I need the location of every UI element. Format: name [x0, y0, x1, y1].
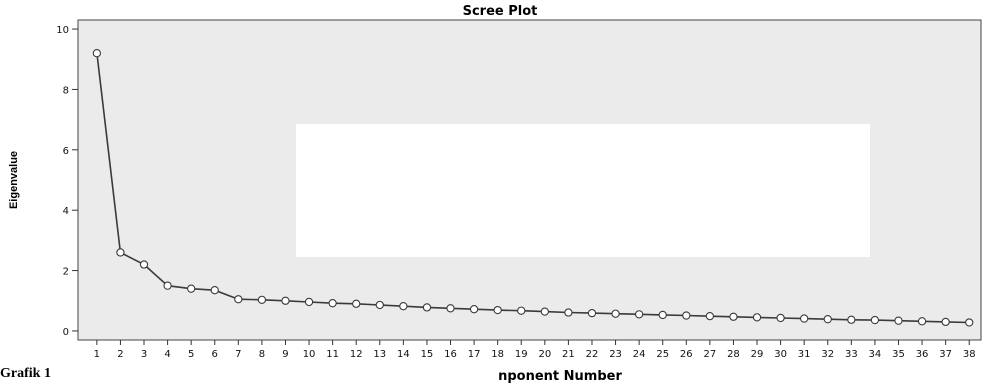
data-point	[705, 312, 715, 321]
x-tick-label: 32	[821, 349, 834, 360]
data-point	[304, 297, 314, 307]
data-point	[752, 313, 762, 322]
x-tick-label: 21	[562, 349, 575, 360]
x-tick-label: 33	[845, 349, 858, 360]
x-tick-label: 9	[282, 349, 288, 360]
x-tick-label: 16	[444, 349, 457, 360]
x-tick-label: 7	[235, 349, 241, 360]
x-tick-label: 23	[609, 349, 622, 360]
data-point	[587, 308, 597, 318]
data-point	[941, 317, 950, 327]
data-point	[163, 281, 172, 290]
x-tick-label: 37	[939, 349, 952, 360]
data-point	[210, 286, 219, 295]
x-tick-label: 13	[373, 349, 386, 360]
x-tick-label: 20	[538, 349, 551, 360]
data-point	[776, 313, 785, 323]
data-point	[375, 300, 384, 310]
y-tick-label: 8	[63, 85, 69, 96]
x-tick-label: 5	[188, 349, 194, 360]
x-tick-label: 38	[963, 349, 976, 360]
data-point	[469, 305, 479, 314]
data-point	[847, 315, 856, 324]
x-tick-label: 17	[468, 349, 481, 360]
x-tick-label: 2	[117, 349, 123, 360]
data-point	[870, 315, 880, 325]
x-tick-label: 8	[259, 349, 265, 360]
x-tick-label: 28	[727, 349, 740, 360]
data-point	[917, 317, 927, 326]
x-tick-label: 10	[303, 349, 316, 360]
x-tick-label: 30	[774, 349, 787, 360]
data-point	[116, 248, 125, 257]
y-tick-label: 2	[63, 267, 69, 278]
figure-caption: Grafik 1	[0, 366, 51, 381]
x-tick-label: 6	[212, 349, 218, 360]
data-point	[187, 284, 196, 293]
x-tick-label: 18	[491, 349, 504, 360]
data-point	[658, 310, 667, 320]
y-axis: 0 2 4 6 8 10	[56, 25, 78, 338]
chart-title: Scree Plot	[463, 4, 538, 19]
x-tick-label: 24	[633, 349, 646, 360]
y-axis-label: Eigenvalue	[8, 151, 20, 209]
x-tick-label: 1	[94, 349, 100, 360]
x-tick-label: 25	[656, 349, 669, 360]
data-point	[729, 312, 738, 321]
x-tick-label: 29	[751, 349, 764, 360]
data-point	[422, 303, 432, 312]
data-point	[352, 299, 361, 308]
data-points	[92, 49, 974, 327]
data-point	[564, 308, 573, 317]
data-point	[823, 315, 832, 324]
data-point	[517, 306, 526, 315]
y-tick-label: 10	[56, 25, 69, 36]
x-axis-label: nponent Number	[498, 369, 622, 384]
x-tick-label: 4	[164, 349, 170, 360]
data-point	[139, 260, 149, 269]
y-tick-label: 0	[63, 327, 69, 338]
x-tick-label: 11	[326, 349, 339, 360]
data-point	[92, 49, 102, 58]
y-tick-label: 6	[63, 146, 69, 157]
x-tick-label: 15	[421, 349, 434, 360]
y-tick-label: 4	[63, 206, 69, 217]
data-point	[446, 304, 455, 313]
x-tick-label: 26	[680, 349, 693, 360]
x-tick-label: 35	[892, 349, 905, 360]
data-point	[634, 310, 644, 319]
x-tick-label: 27	[703, 349, 716, 360]
data-point	[493, 305, 502, 315]
x-tick-label: 12	[350, 349, 363, 360]
x-tick-label: 14	[397, 349, 410, 360]
data-point	[234, 295, 243, 304]
x-tick-label: 34	[869, 349, 882, 360]
data-point	[540, 307, 549, 316]
data-point	[682, 311, 691, 320]
data-point	[328, 299, 337, 308]
data-point	[894, 316, 903, 325]
x-tick-label: 22	[586, 349, 599, 360]
x-tick-label: 19	[515, 349, 528, 360]
x-tick-label: 3	[141, 349, 147, 360]
data-point	[611, 309, 620, 318]
obscured-region	[296, 124, 870, 257]
data-point	[800, 314, 809, 323]
data-point	[399, 302, 408, 311]
data-point	[965, 318, 974, 327]
x-axis: 1 2 3 4 5 6 7 8 9 10 11 12 13 14 15 16 17 18 19 20 21 22 23 24 2…	[94, 340, 976, 360]
data-point	[281, 296, 290, 305]
x-tick-label: 36	[916, 349, 929, 360]
data-point	[257, 295, 267, 304]
x-tick-label: 31	[798, 349, 811, 360]
